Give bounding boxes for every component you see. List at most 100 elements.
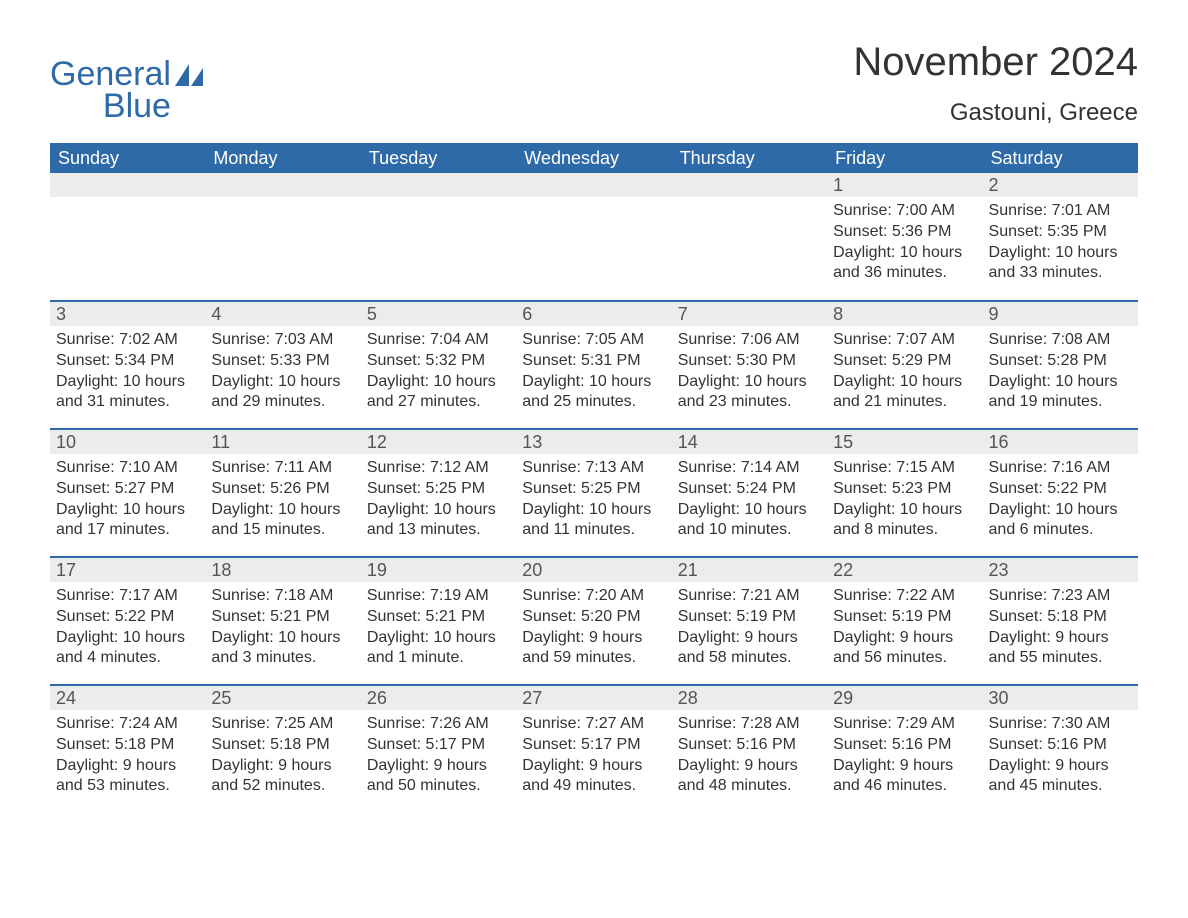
sunset-line: Sunset: 5:20 PM — [522, 607, 665, 628]
day-number: 15 — [827, 430, 982, 454]
calendar-cell: 9Sunrise: 7:08 AMSunset: 5:28 PMDaylight… — [983, 301, 1138, 429]
weekday-header: Tuesday — [361, 143, 516, 173]
sunset-line: Sunset: 5:23 PM — [833, 479, 976, 500]
page-header: General Blue November 2024 Gastouni, Gre… — [50, 40, 1138, 137]
sunset-line: Sunset: 5:18 PM — [211, 735, 354, 756]
daylight-line: Daylight: 10 hours and 11 minutes. — [522, 500, 665, 542]
daylight-line: Daylight: 10 hours and 1 minute. — [367, 628, 510, 670]
weekday-header: Saturday — [983, 143, 1138, 173]
day-number: 25 — [205, 686, 360, 710]
daylight-line: Daylight: 9 hours and 55 minutes. — [989, 628, 1132, 670]
sunrise-line: Sunrise: 7:15 AM — [833, 458, 976, 479]
daylight-line: Daylight: 10 hours and 29 minutes. — [211, 372, 354, 414]
cell-body: Sunrise: 7:00 AMSunset: 5:36 PMDaylight:… — [827, 197, 982, 290]
sunrise-line: Sunrise: 7:27 AM — [522, 714, 665, 735]
daylight-line: Daylight: 10 hours and 8 minutes. — [833, 500, 976, 542]
calendar-cell: 14Sunrise: 7:14 AMSunset: 5:24 PMDayligh… — [672, 429, 827, 557]
daylight-line: Daylight: 9 hours and 58 minutes. — [678, 628, 821, 670]
calendar-cell — [50, 173, 205, 301]
day-number: 1 — [827, 173, 982, 197]
day-number: 27 — [516, 686, 671, 710]
daylight-line: Daylight: 10 hours and 19 minutes. — [989, 372, 1132, 414]
daylight-line: Daylight: 10 hours and 3 minutes. — [211, 628, 354, 670]
cell-body: Sunrise: 7:08 AMSunset: 5:28 PMDaylight:… — [983, 326, 1138, 419]
calendar-cell: 21Sunrise: 7:21 AMSunset: 5:19 PMDayligh… — [672, 557, 827, 685]
sunset-line: Sunset: 5:22 PM — [56, 607, 199, 628]
sunrise-line: Sunrise: 7:26 AM — [367, 714, 510, 735]
calendar-cell: 29Sunrise: 7:29 AMSunset: 5:16 PMDayligh… — [827, 685, 982, 813]
sunrise-line: Sunrise: 7:18 AM — [211, 586, 354, 607]
calendar-cell: 11Sunrise: 7:11 AMSunset: 5:26 PMDayligh… — [205, 429, 360, 557]
day-number: 24 — [50, 686, 205, 710]
cell-body: Sunrise: 7:25 AMSunset: 5:18 PMDaylight:… — [205, 710, 360, 803]
sunrise-line: Sunrise: 7:19 AM — [367, 586, 510, 607]
day-number: 11 — [205, 430, 360, 454]
day-number: 26 — [361, 686, 516, 710]
calendar-cell: 30Sunrise: 7:30 AMSunset: 5:16 PMDayligh… — [983, 685, 1138, 813]
sail-icon — [175, 64, 203, 86]
sunrise-line: Sunrise: 7:08 AM — [989, 330, 1132, 351]
calendar-cell — [361, 173, 516, 301]
sunset-line: Sunset: 5:35 PM — [989, 222, 1132, 243]
daylight-line: Daylight: 9 hours and 45 minutes. — [989, 756, 1132, 798]
sunset-line: Sunset: 5:28 PM — [989, 351, 1132, 372]
cell-body: Sunrise: 7:13 AMSunset: 5:25 PMDaylight:… — [516, 454, 671, 547]
cell-body: Sunrise: 7:28 AMSunset: 5:16 PMDaylight:… — [672, 710, 827, 803]
sunset-line: Sunset: 5:26 PM — [211, 479, 354, 500]
day-number — [361, 173, 516, 197]
sunset-line: Sunset: 5:31 PM — [522, 351, 665, 372]
calendar-cell: 19Sunrise: 7:19 AMSunset: 5:21 PMDayligh… — [361, 557, 516, 685]
day-number: 21 — [672, 558, 827, 582]
calendar-cell: 8Sunrise: 7:07 AMSunset: 5:29 PMDaylight… — [827, 301, 982, 429]
calendar-cell — [516, 173, 671, 301]
day-number: 6 — [516, 302, 671, 326]
cell-body: Sunrise: 7:23 AMSunset: 5:18 PMDaylight:… — [983, 582, 1138, 675]
calendar-cell: 25Sunrise: 7:25 AMSunset: 5:18 PMDayligh… — [205, 685, 360, 813]
sunset-line: Sunset: 5:19 PM — [678, 607, 821, 628]
sunset-line: Sunset: 5:16 PM — [833, 735, 976, 756]
cell-body: Sunrise: 7:06 AMSunset: 5:30 PMDaylight:… — [672, 326, 827, 419]
title-block: November 2024 Gastouni, Greece — [853, 40, 1138, 137]
daylight-line: Daylight: 10 hours and 25 minutes. — [522, 372, 665, 414]
calendar-cell: 23Sunrise: 7:23 AMSunset: 5:18 PMDayligh… — [983, 557, 1138, 685]
weekday-header: Monday — [205, 143, 360, 173]
cell-body: Sunrise: 7:10 AMSunset: 5:27 PMDaylight:… — [50, 454, 205, 547]
cell-body: Sunrise: 7:12 AMSunset: 5:25 PMDaylight:… — [361, 454, 516, 547]
calendar-week-row: 1Sunrise: 7:00 AMSunset: 5:36 PMDaylight… — [50, 173, 1138, 301]
sunrise-line: Sunrise: 7:17 AM — [56, 586, 199, 607]
cell-body: Sunrise: 7:15 AMSunset: 5:23 PMDaylight:… — [827, 454, 982, 547]
daylight-line: Daylight: 10 hours and 6 minutes. — [989, 500, 1132, 542]
calendar-cell: 18Sunrise: 7:18 AMSunset: 5:21 PMDayligh… — [205, 557, 360, 685]
calendar-cell: 20Sunrise: 7:20 AMSunset: 5:20 PMDayligh… — [516, 557, 671, 685]
sunrise-line: Sunrise: 7:28 AM — [678, 714, 821, 735]
calendar-cell: 2Sunrise: 7:01 AMSunset: 5:35 PMDaylight… — [983, 173, 1138, 301]
sunrise-line: Sunrise: 7:13 AM — [522, 458, 665, 479]
cell-body: Sunrise: 7:18 AMSunset: 5:21 PMDaylight:… — [205, 582, 360, 675]
sunrise-line: Sunrise: 7:22 AM — [833, 586, 976, 607]
daylight-line: Daylight: 9 hours and 59 minutes. — [522, 628, 665, 670]
sunset-line: Sunset: 5:17 PM — [522, 735, 665, 756]
sunset-line: Sunset: 5:17 PM — [367, 735, 510, 756]
sunrise-line: Sunrise: 7:12 AM — [367, 458, 510, 479]
cell-body: Sunrise: 7:11 AMSunset: 5:26 PMDaylight:… — [205, 454, 360, 547]
sunrise-line: Sunrise: 7:07 AM — [833, 330, 976, 351]
day-number: 19 — [361, 558, 516, 582]
daylight-line: Daylight: 10 hours and 33 minutes. — [989, 243, 1132, 285]
calendar-cell: 1Sunrise: 7:00 AMSunset: 5:36 PMDaylight… — [827, 173, 982, 301]
cell-body: Sunrise: 7:19 AMSunset: 5:21 PMDaylight:… — [361, 582, 516, 675]
sunrise-line: Sunrise: 7:04 AM — [367, 330, 510, 351]
day-number: 14 — [672, 430, 827, 454]
day-number — [516, 173, 671, 197]
sunrise-line: Sunrise: 7:06 AM — [678, 330, 821, 351]
sunset-line: Sunset: 5:22 PM — [989, 479, 1132, 500]
calendar-table: SundayMondayTuesdayWednesdayThursdayFrid… — [50, 143, 1138, 813]
calendar-cell: 26Sunrise: 7:26 AMSunset: 5:17 PMDayligh… — [361, 685, 516, 813]
daylight-line: Daylight: 10 hours and 4 minutes. — [56, 628, 199, 670]
sunset-line: Sunset: 5:21 PM — [211, 607, 354, 628]
day-number — [672, 173, 827, 197]
cell-body: Sunrise: 7:24 AMSunset: 5:18 PMDaylight:… — [50, 710, 205, 803]
day-number — [50, 173, 205, 197]
calendar-cell: 6Sunrise: 7:05 AMSunset: 5:31 PMDaylight… — [516, 301, 671, 429]
daylight-line: Daylight: 10 hours and 31 minutes. — [56, 372, 199, 414]
sunset-line: Sunset: 5:25 PM — [367, 479, 510, 500]
